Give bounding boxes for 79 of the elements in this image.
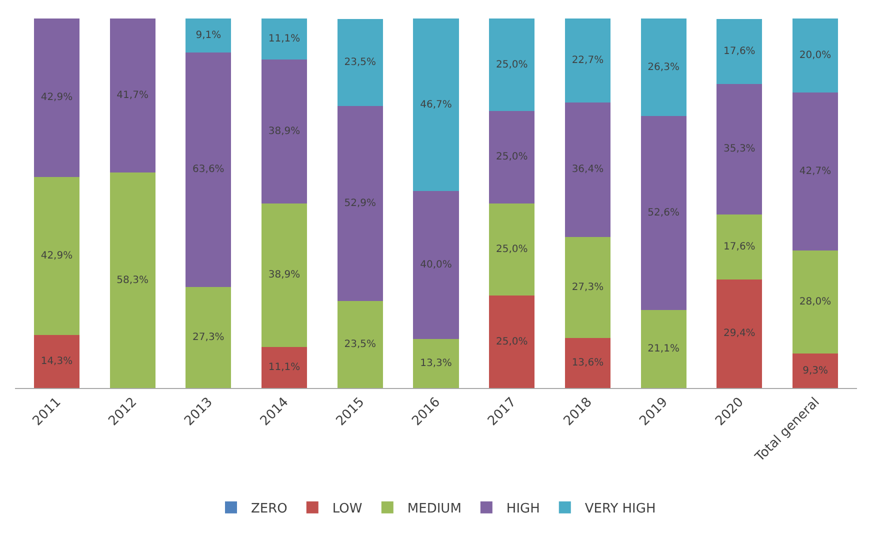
bar xyxy=(792,354,838,388)
bar xyxy=(262,18,308,60)
bar xyxy=(262,203,308,348)
data-label: 21,1% xyxy=(648,344,680,355)
data-label: 13,6% xyxy=(572,357,604,368)
data-label: 52,6% xyxy=(648,207,680,218)
data-label: 23,5% xyxy=(344,56,376,68)
bar xyxy=(489,18,535,112)
bar xyxy=(564,236,610,338)
bar xyxy=(110,172,156,388)
bar xyxy=(413,18,459,192)
bar xyxy=(640,18,686,116)
legend-label: ZERO xyxy=(251,501,288,516)
bar xyxy=(489,296,535,388)
data-label: 13,3% xyxy=(420,358,452,369)
data-label: 29,4% xyxy=(724,328,756,340)
data-label: 25,0% xyxy=(496,336,528,348)
data-label: 63,6% xyxy=(192,164,224,176)
data-label: 20,0% xyxy=(799,50,832,62)
bar xyxy=(716,84,762,214)
data-label: 17,6% xyxy=(724,241,756,252)
bar xyxy=(262,347,308,388)
data-label: 9,3% xyxy=(802,365,828,376)
legend-label: MEDIUM xyxy=(407,501,462,516)
bar xyxy=(792,18,838,93)
bar xyxy=(337,301,383,388)
bar xyxy=(792,250,838,354)
bar xyxy=(186,18,232,52)
bar xyxy=(413,338,459,388)
data-label: 42,9% xyxy=(40,92,73,104)
data-label: 25,0% xyxy=(496,59,528,70)
legend-label: HIGH xyxy=(506,501,540,516)
bar xyxy=(489,111,535,204)
legend-label: VERY HIGH xyxy=(584,501,656,516)
bar xyxy=(792,92,838,250)
data-label: 11,1% xyxy=(268,34,300,45)
data-label: 42,7% xyxy=(799,166,832,177)
bar xyxy=(716,19,762,84)
data-label: 22,7% xyxy=(572,55,604,66)
data-label: 42,9% xyxy=(40,250,73,262)
bar xyxy=(489,203,535,296)
legend-label: LOW xyxy=(332,501,362,516)
bar xyxy=(716,214,762,280)
data-label: 28,0% xyxy=(799,296,832,308)
data-label: 38,9% xyxy=(268,126,300,138)
bar xyxy=(716,279,762,388)
data-label: 9,1% xyxy=(196,30,222,41)
data-label: 14,3% xyxy=(40,356,73,368)
data-label: 27,3% xyxy=(192,332,224,344)
bar xyxy=(337,19,383,106)
bar xyxy=(34,176,80,336)
data-label: 52,9% xyxy=(344,198,376,210)
bar xyxy=(413,191,459,339)
data-label: 36,4% xyxy=(572,164,604,176)
bar xyxy=(186,287,232,388)
bar xyxy=(186,52,232,288)
data-label: 40,0% xyxy=(420,260,452,271)
bar xyxy=(564,338,610,388)
data-label: 58,3% xyxy=(116,274,148,286)
data-label: 25,0% xyxy=(496,152,528,163)
data-label: 27,3% xyxy=(572,282,604,293)
data-label: 23,5% xyxy=(344,339,376,350)
data-label: 25,0% xyxy=(496,244,528,256)
bar xyxy=(640,116,686,310)
bar xyxy=(34,18,80,177)
data-label: 26,3% xyxy=(648,62,680,73)
bar xyxy=(564,18,610,103)
bar xyxy=(34,335,80,388)
data-label: 17,6% xyxy=(724,46,756,58)
bar xyxy=(640,310,686,388)
bar xyxy=(564,102,610,237)
bar xyxy=(337,106,383,302)
data-label: 35,3% xyxy=(724,144,756,155)
data-label: 38,9% xyxy=(268,270,300,281)
data-label: 46,7% xyxy=(420,99,452,110)
data-label: 41,7% xyxy=(116,90,148,102)
data-label: 11,1% xyxy=(268,362,300,374)
bar xyxy=(110,18,156,173)
bar xyxy=(262,60,308,204)
